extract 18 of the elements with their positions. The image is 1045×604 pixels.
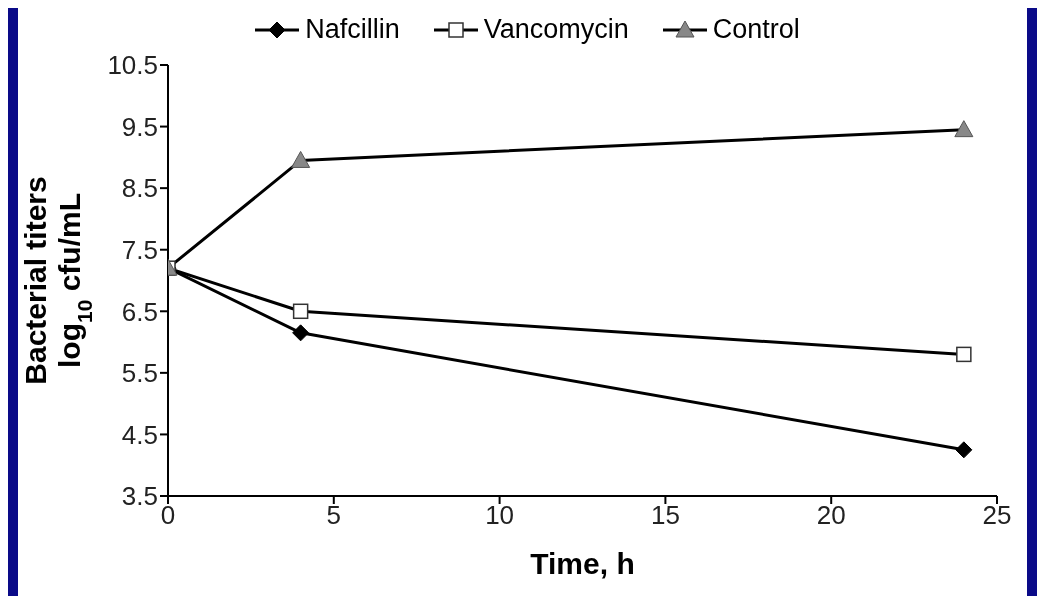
y-tick-label: 9.5 xyxy=(121,111,158,142)
legend-label: Nafcillin xyxy=(305,14,400,45)
x-tick-label: 0 xyxy=(160,500,176,531)
y-tick-label: 8.5 xyxy=(121,173,158,204)
x-tick-label: 25 xyxy=(982,500,1012,531)
y-tick-label: 4.5 xyxy=(121,419,158,450)
y-tick-label: 5.5 xyxy=(121,358,158,389)
y-tick-label: 6.5 xyxy=(121,296,158,327)
legend-label: Vancomycin xyxy=(483,14,629,45)
legend-label: Control xyxy=(712,14,800,45)
y-tick-label: 10.5 xyxy=(107,50,158,81)
x-tick-label: 5 xyxy=(326,500,342,531)
x-tick-label: 10 xyxy=(485,500,515,531)
x-tick-label: 15 xyxy=(650,500,680,531)
y-tick-label: 7.5 xyxy=(121,234,158,265)
x-axis-title: Time, h xyxy=(530,547,635,580)
y-tick-label: 3.5 xyxy=(121,481,158,512)
x-tick-label: 20 xyxy=(816,500,846,531)
